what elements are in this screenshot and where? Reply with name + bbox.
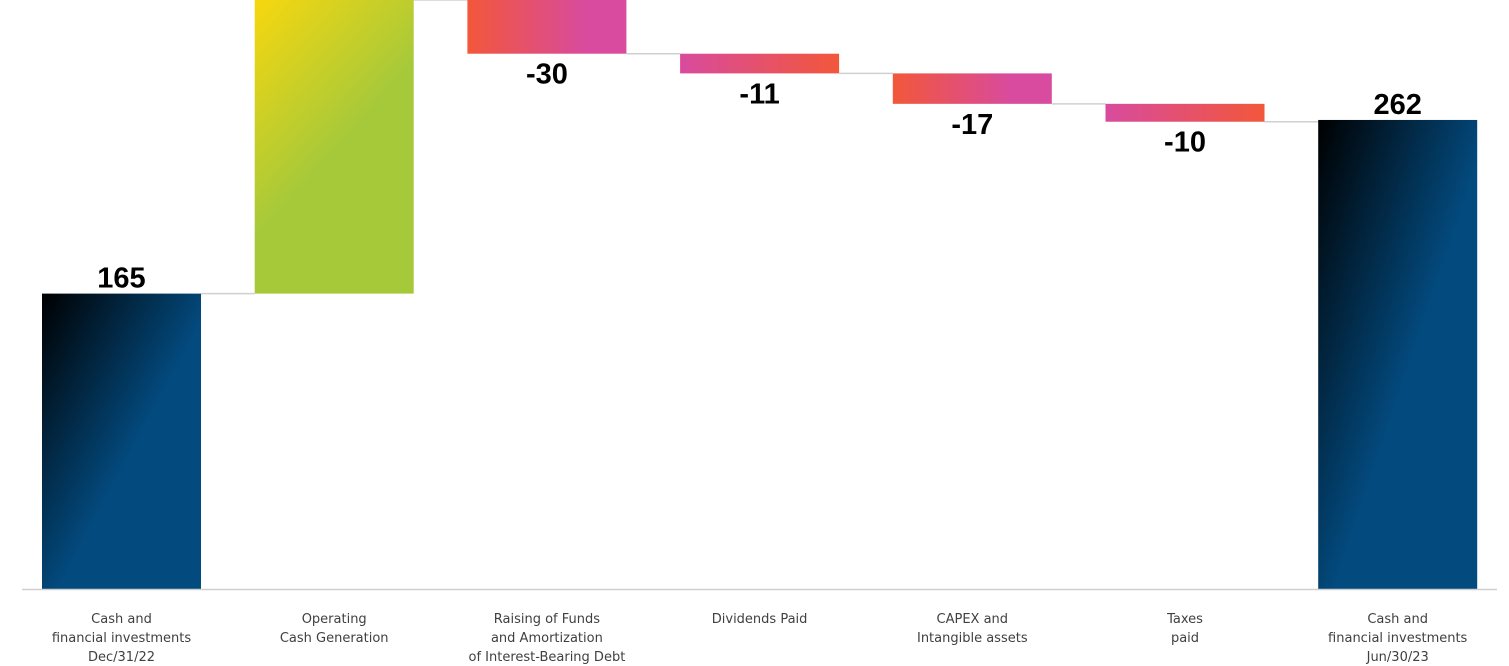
value-label: 262 xyxy=(1374,89,1422,121)
category-label-line: Cash Generation xyxy=(280,631,389,646)
category-label: Operating Cash Generation xyxy=(280,612,389,646)
category-labels: Cash and financial investments Dec/31/22 Op… xyxy=(52,612,1468,665)
value-label: 165 xyxy=(97,263,145,295)
category-label-line: CAPEX and xyxy=(937,612,1009,627)
category-label: CAPEX and Intangible assets xyxy=(917,612,1028,646)
bar-total xyxy=(1318,119,1478,589)
category-label: Taxes paid xyxy=(1166,612,1203,646)
value-label: -10 xyxy=(1164,127,1206,159)
category-label: Dividends Paid xyxy=(712,612,808,627)
connector-lines xyxy=(201,0,1319,295)
category-label-line: Taxes xyxy=(1166,612,1203,627)
category-label-line: of Interest-Bearing Debt xyxy=(468,650,625,665)
category-label-line: Intangible assets xyxy=(917,631,1028,646)
bar-decrease xyxy=(467,0,627,54)
category-label-line: Jun/30/23 xyxy=(1366,650,1429,665)
bar-increase xyxy=(254,0,414,294)
category-label-line: financial investments xyxy=(52,631,192,646)
bar-decrease xyxy=(680,53,840,74)
category-label: Cash and financial investments Jun/30/23 xyxy=(1328,612,1468,665)
value-labels: 165 164 -30 -11 -17 -10 262 xyxy=(97,0,1422,295)
bars xyxy=(42,0,1478,589)
category-label-line: paid xyxy=(1171,631,1199,646)
category-label-line: Cash and xyxy=(1367,612,1428,627)
category-label-line: and Amortization xyxy=(491,631,603,646)
value-label: -17 xyxy=(951,109,993,141)
value-label: -11 xyxy=(739,78,779,110)
category-label: Cash and financial investments Dec/31/22 xyxy=(52,612,192,665)
category-label-line: Dec/31/22 xyxy=(88,650,155,665)
category-label-line: financial investments xyxy=(1328,631,1468,646)
bar-decrease xyxy=(892,73,1052,104)
bar-decrease xyxy=(1105,103,1265,122)
value-label: -30 xyxy=(526,59,568,91)
category-label-line: Dividends Paid xyxy=(712,612,808,627)
category-label-line: Operating xyxy=(302,612,367,627)
bar-total xyxy=(42,293,201,589)
value-label: 164 xyxy=(310,0,358,1)
category-label: Raising of Funds and Amortization of Inter… xyxy=(468,612,625,665)
category-label-line: Cash and xyxy=(91,612,152,627)
category-label-line: Raising of Funds xyxy=(494,612,600,627)
